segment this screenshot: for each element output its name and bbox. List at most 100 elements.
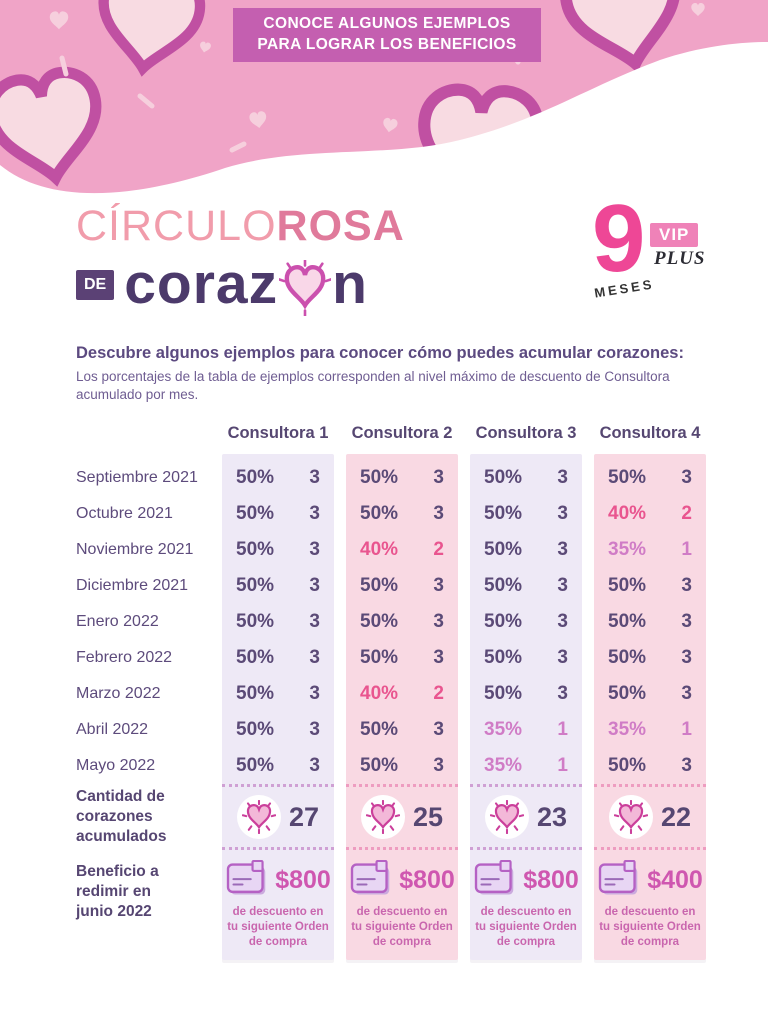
consultora-column-3: Consultora 3 50% 3 50% 3 50% 3 50% 3 50% 3 50… xyxy=(470,424,582,960)
badge-vip-label: VIP xyxy=(650,223,699,247)
column-header: Consultora 3 xyxy=(475,424,577,442)
row-labels-column: Septiembre 2021 Octubre 2021 Noviembre 2… xyxy=(76,424,210,960)
orders-count: 3 xyxy=(309,467,320,488)
table-cell: 50% 3 xyxy=(346,460,458,496)
orders-count: 3 xyxy=(433,719,444,740)
table-cell: 35% 1 xyxy=(470,712,582,748)
table-cell: 50% 3 xyxy=(594,640,706,676)
hearts-total-value: 25 xyxy=(412,801,444,832)
table-cell: 50% 3 xyxy=(346,748,458,784)
discount-percent: 50% xyxy=(608,575,647,596)
discount-percent: 50% xyxy=(360,719,399,740)
orders-count: 3 xyxy=(309,503,320,524)
table-cell: 50% 3 xyxy=(222,676,334,712)
table-cell: 50% 3 xyxy=(470,460,582,496)
benefit-row: $400 de descuento en tu siguiente Orden … xyxy=(594,850,706,960)
benefit-row-label-wrap: Beneficio a redimir en junio 2022 xyxy=(76,850,210,960)
orders-count: 3 xyxy=(309,539,320,560)
sparkle-heart-icon xyxy=(484,795,529,839)
consultora-column-4: Consultora 4 50% 3 40% 2 35% 1 50% 3 50% 3 50… xyxy=(594,424,706,960)
table-cell: 50% 3 xyxy=(222,748,334,784)
logo-corazon-end: n xyxy=(332,252,368,316)
consultora-column-2: Consultora 2 50% 3 50% 3 40% 2 50% 3 50% 3 50… xyxy=(346,424,458,960)
discount-percent: 50% xyxy=(236,539,275,560)
hearts-total-value: 27 xyxy=(288,801,320,832)
table-cell: 50% 3 xyxy=(594,676,706,712)
table-cell: 50% 3 xyxy=(594,568,706,604)
orders-count: 3 xyxy=(557,611,568,632)
sparkle-heart-icon xyxy=(236,795,281,839)
hearts-total-row: 23 xyxy=(470,784,582,850)
hearts-total-value: 23 xyxy=(536,801,568,832)
orders-count: 1 xyxy=(681,719,692,740)
column-header: Consultora 1 xyxy=(227,424,329,442)
hearts-total-row: 25 xyxy=(346,784,458,850)
hearts-total-value: 22 xyxy=(660,801,692,832)
discount-percent: 50% xyxy=(608,611,647,632)
table-cell: 50% 3 xyxy=(470,568,582,604)
discount-percent: 50% xyxy=(360,647,399,668)
orders-count: 3 xyxy=(309,755,320,776)
intro-section: Descubre algunos ejemplos para conocer c… xyxy=(76,344,701,404)
examples-table: Septiembre 2021 Octubre 2021 Noviembre 2… xyxy=(76,424,706,960)
table-cell: 50% 3 xyxy=(346,712,458,748)
orders-count: 3 xyxy=(557,503,568,524)
header-hero: CONOCE ALGUNOS EJEMPLOS PARA LOGRAR LOS … xyxy=(0,0,768,310)
benefit-amount: $800 xyxy=(399,865,455,894)
orders-count: 1 xyxy=(557,719,568,740)
benefit-row: $800 de descuento en tu siguiente Orden … xyxy=(470,850,582,960)
orders-count: 3 xyxy=(681,467,692,488)
orders-count: 3 xyxy=(681,611,692,632)
table-cell: 50% 3 xyxy=(222,604,334,640)
orders-count: 1 xyxy=(681,539,692,560)
orders-count: 3 xyxy=(557,539,568,560)
discount-percent: 50% xyxy=(360,467,399,488)
hearts-total-row: 27 xyxy=(222,784,334,850)
discount-percent: 50% xyxy=(484,647,523,668)
table-cell: 50% 3 xyxy=(346,604,458,640)
logo-corazon-start: coraz xyxy=(124,252,279,316)
month-label: Abril 2022 xyxy=(76,721,149,738)
discount-percent: 50% xyxy=(484,575,523,596)
orders-count: 2 xyxy=(681,503,692,524)
discount-percent: 50% xyxy=(608,683,647,704)
badge-number: 9 xyxy=(592,185,646,292)
orders-count: 3 xyxy=(309,611,320,632)
table-cell: 50% 3 xyxy=(594,748,706,784)
month-label: Septiembre 2021 xyxy=(76,469,198,486)
discount-percent: 50% xyxy=(236,755,275,776)
benefit-amount: $400 xyxy=(647,865,703,894)
table-cell: 35% 1 xyxy=(470,748,582,784)
discount-percent: 50% xyxy=(484,467,523,488)
month-label: Enero 2022 xyxy=(76,613,159,630)
column-band: 50% 3 40% 2 35% 1 50% 3 50% 3 50% 3 50% 3 35% 1 … xyxy=(594,454,706,960)
table-cell: 40% 2 xyxy=(594,496,706,532)
orders-count: 3 xyxy=(681,647,692,668)
column-band: 50% 3 50% 3 40% 2 50% 3 50% 3 50% 3 40% 2 50% 3 … xyxy=(346,454,458,960)
discount-percent: 40% xyxy=(360,683,399,704)
table-cell: 40% 2 xyxy=(346,532,458,568)
discount-percent: 35% xyxy=(608,719,647,740)
orders-count: 3 xyxy=(433,755,444,776)
logo-line2: DE coraz n xyxy=(76,252,405,316)
discount-percent: 40% xyxy=(608,503,647,524)
month-label: Marzo 2022 xyxy=(76,685,161,702)
column-band: 50% 3 50% 3 50% 3 50% 3 50% 3 50% 3 50% 3 35% 1 … xyxy=(470,454,582,960)
discount-percent: 50% xyxy=(484,683,523,704)
benefit-description: de descuento en tu siguiente Orden de co… xyxy=(227,906,329,948)
sparkle-heart-icon xyxy=(360,795,405,839)
hearts-row-label-wrap: Cantidad de corazones acumulados xyxy=(76,784,210,850)
table-cell: 50% 3 xyxy=(222,532,334,568)
benefit-description: de descuento en tu siguiente Orden de co… xyxy=(599,906,701,948)
badge-plus-label: PLUS xyxy=(654,248,706,269)
table-cell: 50% 3 xyxy=(470,604,582,640)
column-header: Consultora 2 xyxy=(351,424,453,442)
table-cell: 50% 3 xyxy=(222,568,334,604)
discount-percent: 50% xyxy=(484,503,523,524)
logo-rosa: ROSA xyxy=(276,202,405,250)
discount-percent: 35% xyxy=(608,539,647,560)
orders-count: 1 xyxy=(557,755,568,776)
heart-burst-icon xyxy=(279,259,332,316)
logo-circulo: CÍRCULO xyxy=(76,202,277,250)
header-banner: CONOCE ALGUNOS EJEMPLOS PARA LOGRAR LOS … xyxy=(233,8,541,62)
